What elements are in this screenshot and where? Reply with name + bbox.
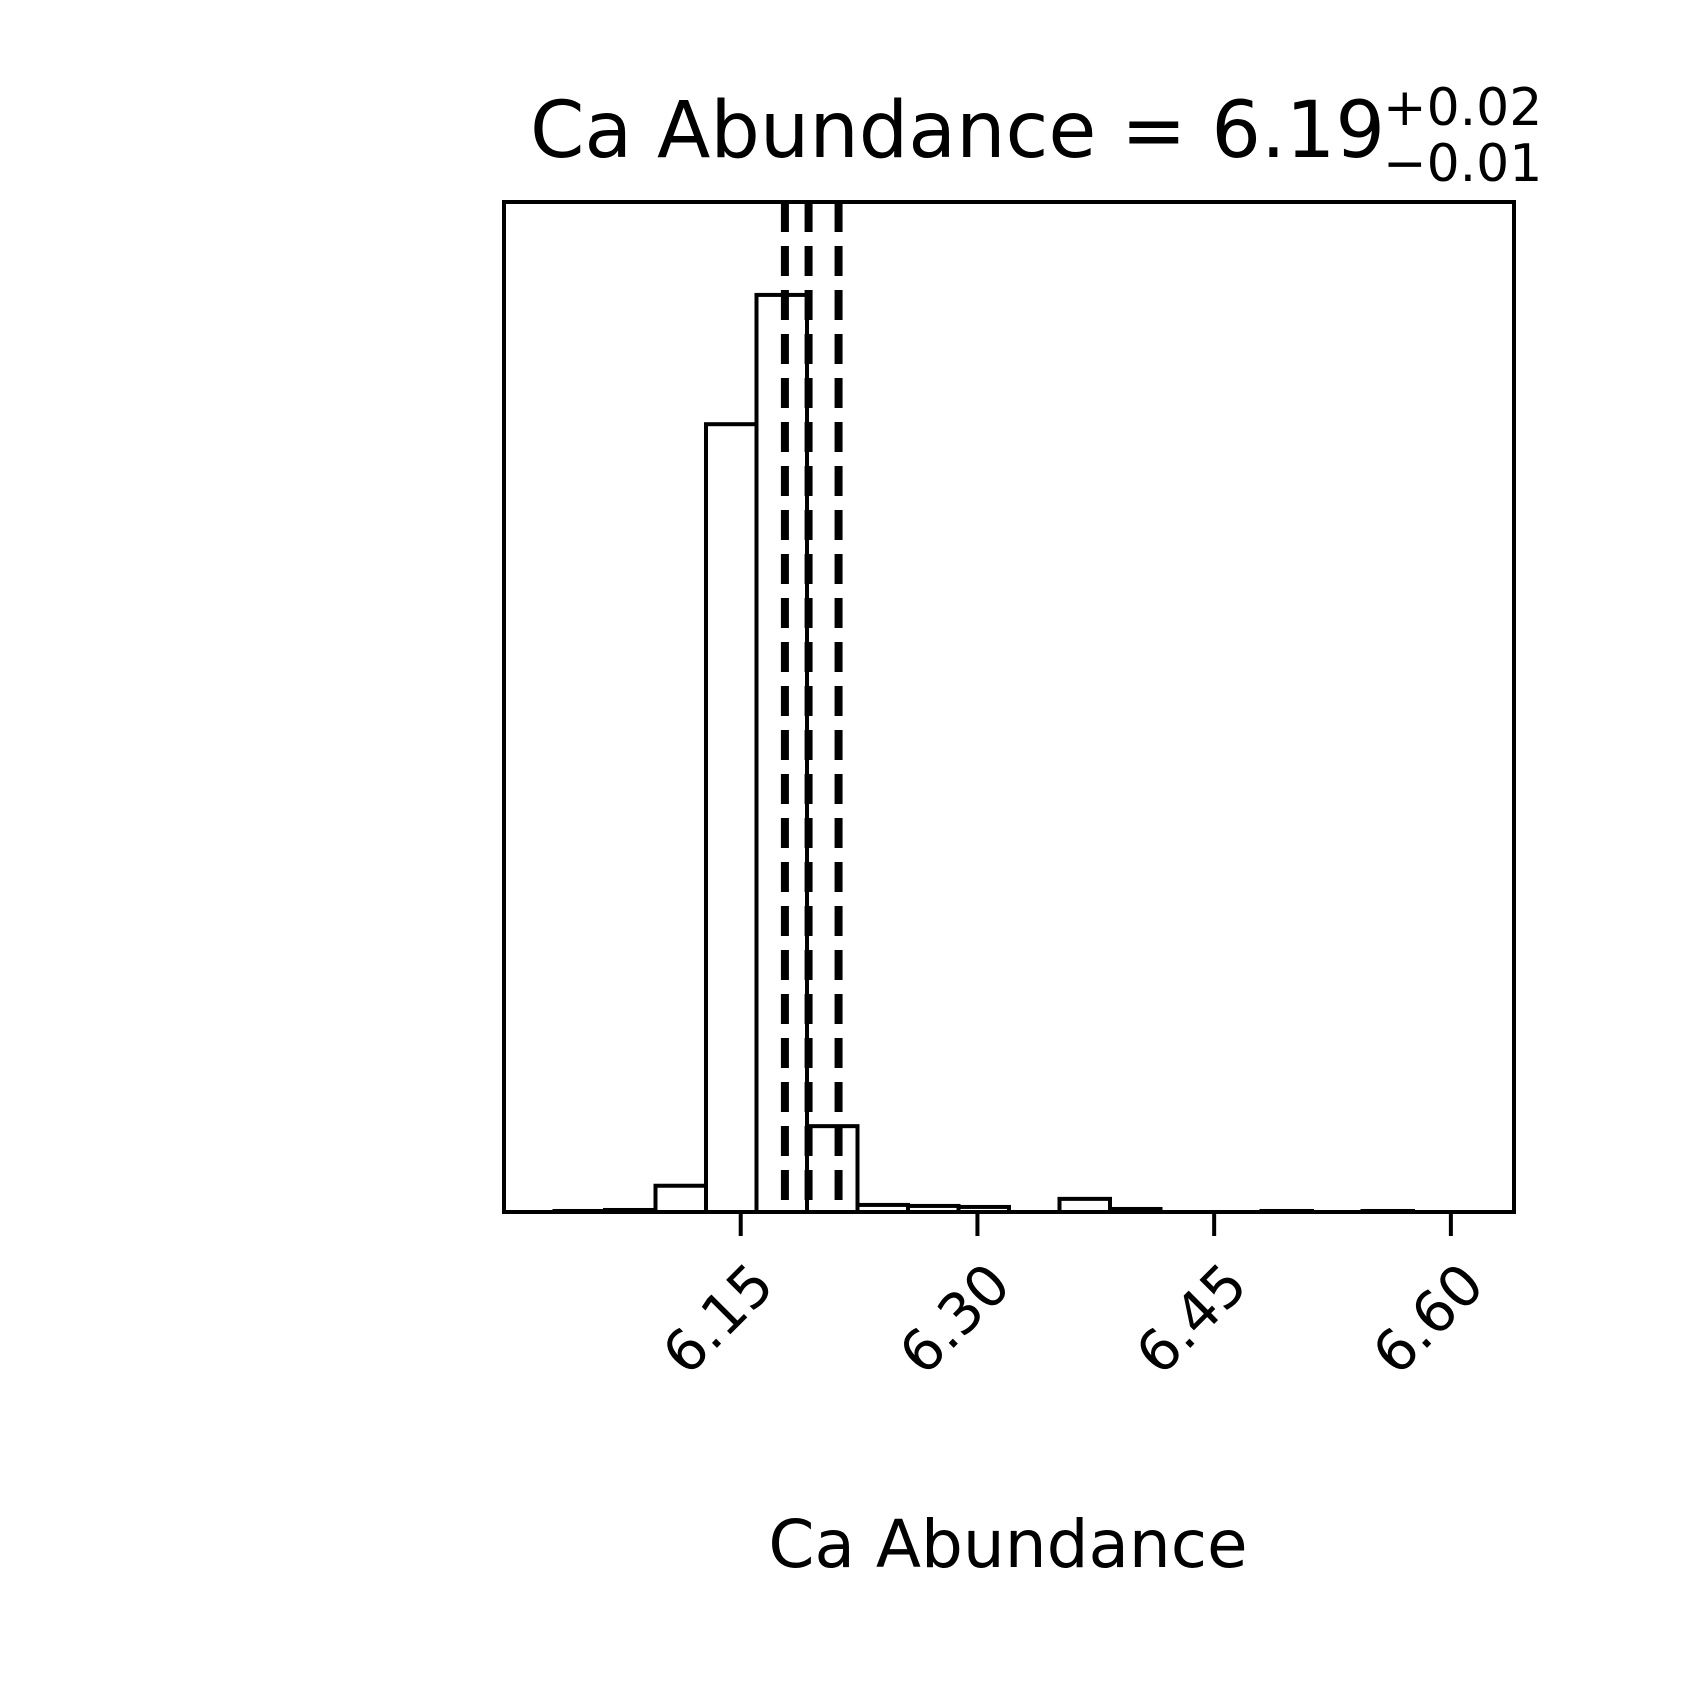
histogram-bar <box>805 1124 860 1215</box>
chart-title: Ca Abundance = 6.19 <box>530 86 1385 176</box>
x-tick-label: 6.30 <box>887 1251 1023 1387</box>
x-axis-label: Ca Abundance <box>768 1506 1247 1583</box>
title-subscript: −0.01 <box>1383 134 1542 194</box>
axes-frame <box>502 200 1516 1214</box>
plot-area: 6.15 6.30 6.45 6.60 <box>502 200 1516 1388</box>
x-tick-label: 6.45 <box>1124 1251 1260 1387</box>
x-tick-label: 6.15 <box>650 1251 786 1387</box>
title-superscript: +0.02 <box>1383 78 1542 138</box>
histogram-bar <box>653 1183 708 1214</box>
histogram-bar <box>704 422 759 1214</box>
x-tick-label: 6.60 <box>1360 1251 1496 1387</box>
title-main: Ca Abundance = 6.19 <box>530 86 1385 176</box>
